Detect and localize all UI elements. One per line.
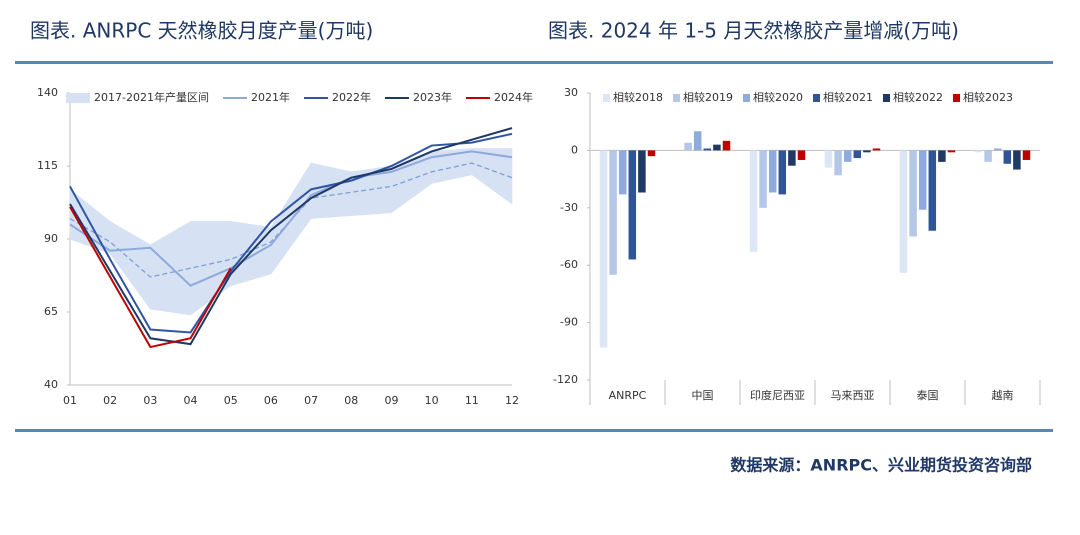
chart-title: 图表. 2024 年 1-5 月天然橡胶产量增减(万吨) bbox=[548, 19, 959, 43]
bar bbox=[693, 131, 702, 151]
y-tick-label: 40 bbox=[44, 378, 58, 391]
x-tick-label: 03 bbox=[143, 394, 157, 407]
y-tick-label: 65 bbox=[44, 305, 58, 318]
bar bbox=[843, 150, 852, 162]
legend-label: 2021年 bbox=[251, 90, 290, 104]
x-tick-label: 12 bbox=[505, 394, 519, 407]
bar bbox=[684, 142, 692, 151]
y-tick-label: 30 bbox=[564, 86, 578, 99]
x-tick-label: 马来西亚 bbox=[831, 389, 875, 402]
bar bbox=[909, 150, 917, 237]
series-line bbox=[69, 206, 232, 349]
bar bbox=[938, 150, 946, 162]
range-band bbox=[471, 148, 513, 205]
legend-label: 相较2019 bbox=[683, 90, 733, 104]
bar bbox=[1013, 150, 1021, 170]
x-tick-label: 08 bbox=[344, 394, 358, 407]
bar bbox=[974, 150, 983, 153]
range-band bbox=[310, 162, 352, 219]
range-band bbox=[150, 220, 191, 316]
bar bbox=[863, 150, 871, 153]
bar bbox=[628, 150, 637, 260]
source: 数据来源：ANRPC、兴业期货投资咨询部 bbox=[730, 456, 1032, 475]
legend-label: 相较2020 bbox=[753, 90, 803, 104]
y-tick-label: 90 bbox=[44, 232, 58, 245]
series-line bbox=[69, 127, 513, 346]
x-tick-label: ANRPC bbox=[609, 389, 647, 402]
bar bbox=[834, 150, 842, 176]
x-tick-label: 越南 bbox=[992, 388, 1014, 402]
bar bbox=[609, 150, 617, 275]
bar bbox=[703, 148, 712, 151]
legend-swatch bbox=[953, 94, 960, 102]
bar bbox=[788, 150, 796, 166]
y-tick-label: 115 bbox=[37, 159, 58, 172]
legend-label: 相较2021 bbox=[823, 90, 873, 104]
y-tick-label: 0 bbox=[571, 143, 578, 156]
x-tick-label: 11 bbox=[465, 394, 479, 407]
bar bbox=[778, 150, 787, 195]
bar bbox=[638, 150, 646, 193]
x-tick-label: 10 bbox=[425, 394, 439, 407]
legend-swatch bbox=[66, 93, 90, 103]
x-tick-label: 06 bbox=[264, 394, 278, 407]
bottom-rule bbox=[15, 429, 1053, 432]
legend-swatch bbox=[813, 94, 820, 102]
y-tick-label: -120 bbox=[553, 373, 578, 386]
x-tick-label: 09 bbox=[384, 394, 398, 407]
x-tick-label: 07 bbox=[304, 394, 318, 407]
bar bbox=[713, 144, 721, 151]
x-tick-label: 印度尼西亚 bbox=[750, 388, 805, 402]
series-line bbox=[69, 150, 513, 287]
bar bbox=[618, 150, 627, 195]
chart-title: 图表. ANRPC 天然橡胶月度产量(万吨) bbox=[30, 19, 373, 43]
x-tick-label: 04 bbox=[184, 394, 198, 407]
legend-swatch bbox=[743, 94, 750, 102]
bar bbox=[797, 150, 806, 160]
bar bbox=[853, 150, 862, 159]
bar bbox=[993, 148, 1002, 151]
legend-swatch bbox=[883, 94, 890, 102]
top-rule bbox=[15, 61, 1053, 64]
legend-label: 2024年 bbox=[494, 90, 533, 104]
legend-label: 相较2023 bbox=[963, 90, 1013, 104]
legend-swatch bbox=[673, 94, 680, 102]
bar bbox=[768, 150, 777, 193]
bar bbox=[947, 150, 956, 153]
x-tick-label: 01 bbox=[63, 394, 77, 407]
bar bbox=[899, 150, 908, 273]
bar bbox=[722, 140, 731, 151]
series-line bbox=[69, 132, 513, 334]
legend-swatch bbox=[603, 94, 610, 102]
bar bbox=[599, 150, 608, 348]
legend-label: 2022年 bbox=[332, 90, 371, 104]
bar bbox=[872, 148, 881, 151]
bar bbox=[647, 150, 656, 157]
bar bbox=[928, 150, 937, 231]
legend-label: 相较2018 bbox=[613, 90, 663, 104]
bar bbox=[824, 150, 833, 168]
y-tick-label: 140 bbox=[37, 86, 58, 99]
legend-label: 相较2022 bbox=[893, 90, 943, 104]
bar bbox=[984, 150, 992, 162]
bar bbox=[918, 150, 927, 210]
y-tick-label: -90 bbox=[560, 316, 578, 329]
x-tick-label: 泰国 bbox=[917, 388, 939, 402]
legend-label: 2023年 bbox=[413, 90, 452, 104]
bar bbox=[1022, 150, 1031, 160]
x-tick-label: 中国 bbox=[692, 389, 714, 402]
bar bbox=[1003, 150, 1012, 164]
bar bbox=[749, 150, 758, 252]
x-tick-label: 05 bbox=[224, 394, 238, 407]
bar bbox=[759, 150, 767, 208]
y-tick-label: -30 bbox=[560, 201, 578, 214]
x-tick-label: 02 bbox=[103, 394, 117, 407]
legend-label: 2017-2021年产量区间 bbox=[94, 90, 209, 104]
series-line bbox=[69, 162, 513, 278]
y-tick-label: -60 bbox=[560, 258, 578, 271]
